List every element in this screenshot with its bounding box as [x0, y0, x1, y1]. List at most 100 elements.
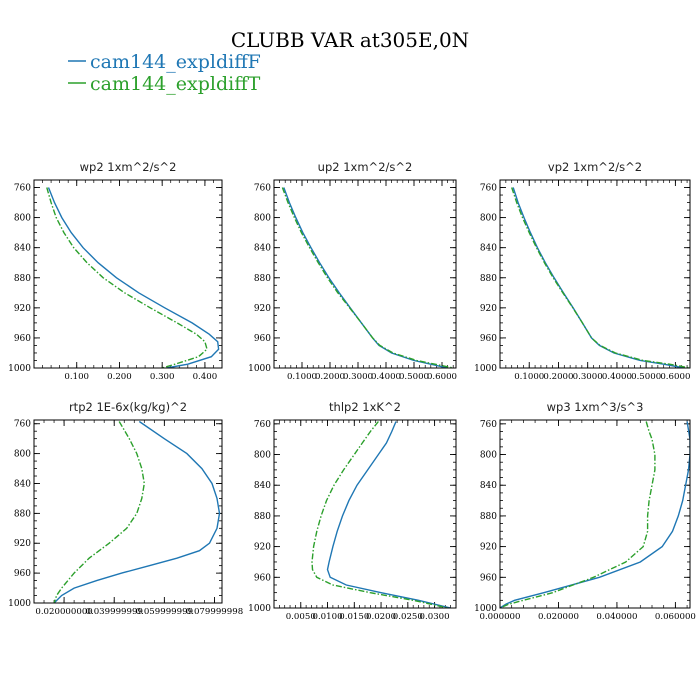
panel-title-rtp2: rtp2 1E-6x(kg/kg)^2	[69, 400, 187, 414]
panel-frame-vp2	[499, 179, 691, 369]
y-tick-label: 1000	[8, 599, 31, 609]
panel-title-wp2: wp2 1xm^2/s^2	[80, 160, 177, 174]
y-tick-label: 800	[480, 214, 497, 224]
y-tick-label: 920	[480, 543, 497, 553]
series-line-up2-expldiffF	[283, 187, 448, 368]
series-line-rtp2-expldiffT	[53, 421, 146, 603]
series-line-wp2-expldiffT	[46, 187, 208, 368]
panel-up2: up2 1xm^2/s^2 760 800 840 880 920 960 1000 0.100…	[248, 160, 457, 382]
y-tick-label: 760	[254, 184, 271, 194]
y-tick-label: 840	[480, 481, 497, 491]
y-tick-label: 840	[14, 479, 31, 489]
y-tick-label: 920	[480, 304, 497, 314]
panel-frame-wp3	[499, 419, 691, 609]
panel-title-up2: up2 1xm^2/s^2	[318, 160, 413, 174]
y-tick-label: 800	[480, 451, 497, 461]
y-tick-label: 960	[254, 334, 271, 344]
x-tick-label: 0.2000	[543, 372, 573, 382]
y-tick-label: 1000	[474, 364, 497, 374]
y-tick-label: 920	[254, 304, 271, 314]
y-tick-label: 840	[480, 244, 497, 254]
panel-vp2: vp2 1xm^2/s^2 760 800 840 880 920 960 1000 0.100…	[474, 160, 691, 382]
x-tick-label: 0.000000	[479, 612, 520, 622]
y-tick-label: 880	[254, 512, 271, 522]
x-tick-label: 0.060000	[655, 612, 696, 622]
y-tick-label: 880	[14, 274, 31, 284]
series-line-vp2-expldiffF	[512, 187, 685, 368]
y-tick-label: 800	[254, 214, 271, 224]
y-tick-label: 840	[254, 244, 271, 254]
x-tick-label: 0.0200	[366, 612, 396, 622]
x-tick-label: 0.3000	[573, 372, 603, 382]
x-tick-label: 0.3000	[343, 372, 373, 382]
y-tick-label: 920	[14, 539, 31, 549]
series-line-wp2-expldiffF	[47, 187, 220, 368]
y-tick-label: 960	[254, 573, 271, 583]
x-tick-label: 0.1000	[287, 372, 317, 382]
panel-wp2: wp2 1xm^2/s^2 760 800 840 880 920 960 1000 0.100…	[8, 160, 223, 382]
panel-title-vp2: vp2 1xm^2/s^2	[548, 160, 642, 174]
panel-frame-wp2	[33, 179, 223, 369]
y-tick-label: 800	[14, 214, 31, 224]
y-tick-label: 960	[14, 569, 31, 579]
y-tick-label: 880	[254, 274, 271, 284]
x-tick-label: 0.0300	[420, 612, 450, 622]
y-tick-label: 840	[14, 244, 31, 254]
y-tick-label: 800	[14, 450, 31, 460]
y-tick-label: 960	[480, 573, 497, 583]
x-tick-label: 0.5000	[399, 372, 429, 382]
x-tick-label: 0.020000000	[35, 607, 92, 617]
y-tick-label: 960	[480, 334, 497, 344]
panel-thlp2: thlp2 1xK^276080084088092096010000.00500…	[248, 400, 457, 622]
y-tick-label: 760	[14, 420, 31, 430]
x-tick-label: 0.0100	[312, 612, 342, 622]
legend: cam144_expldiffF cam144_expldiffT	[68, 51, 261, 95]
y-tick-label: 960	[14, 334, 31, 344]
x-tick-label: 0.300	[150, 372, 175, 382]
y-tick-label: 760	[14, 184, 31, 194]
series-line-up2-expldiffT	[281, 187, 454, 368]
x-tick-label: 0.1000	[514, 372, 544, 382]
x-tick-label: 0.0150	[339, 612, 369, 622]
y-tick-label: 760	[480, 184, 497, 194]
x-tick-label: 0.0250	[393, 612, 423, 622]
y-tick-label: 1000	[248, 364, 271, 374]
y-tick-label: 1000	[8, 364, 31, 374]
panel-title-wp3: wp3 1xm^3/s^3	[547, 400, 644, 414]
y-tick-label: 880	[480, 274, 497, 284]
panel-wp3: wp3 1xm^3/s^3 760 800 840 880 920 960 10000.000…	[474, 400, 696, 622]
series-line-vp2-expldiffT	[511, 187, 690, 368]
legend-label-expldiffF: cam144_expldiffF	[90, 51, 261, 73]
x-tick-label: 0.200	[107, 372, 132, 382]
x-tick-label: 0.079999998	[186, 607, 243, 617]
series-line-wp3-expldiffT	[500, 421, 656, 608]
panel-rtp2: rtp2 1E-6x(kg/kg)^2 760 800 840 880 920 960 100…	[8, 400, 243, 617]
x-tick-label: 0.039999999	[86, 607, 143, 617]
panel-frame-thlp2	[273, 419, 457, 609]
x-tick-label: 0.040000	[596, 612, 637, 622]
y-tick-label: 1000	[474, 604, 497, 614]
subplot-grid: wp2 1xm^2/s^2 760 800 840 880 920 960 1000 0.100…	[8, 160, 696, 622]
figure-title: CLUBB VAR at305E,0N	[231, 28, 469, 52]
x-tick-label: 0.020000	[538, 612, 579, 622]
x-tick-label: 0.2000	[315, 372, 345, 382]
x-tick-label: 0.5000	[631, 372, 661, 382]
x-tick-label: 0.4000	[371, 372, 401, 382]
x-tick-label: 0.4000	[602, 372, 632, 382]
panel-title-thlp2: thlp2 1xK^2	[329, 400, 401, 414]
legend-label-expldiffT: cam144_expldiffT	[90, 73, 261, 95]
y-tick-label: 800	[254, 451, 271, 461]
y-tick-label: 1000	[248, 604, 271, 614]
y-tick-label: 920	[14, 304, 31, 314]
panel-frame-up2	[273, 179, 457, 369]
series-line-thlp2-expldiffT	[311, 421, 449, 608]
y-tick-label: 920	[254, 543, 271, 553]
x-tick-label: 0.400	[193, 372, 218, 382]
x-tick-label: 0.059999999	[136, 607, 193, 617]
x-tick-label: 0.6000	[427, 372, 457, 382]
y-tick-label: 880	[14, 509, 31, 519]
series-line-wp3-expldiffF	[500, 421, 690, 608]
y-tick-label: 840	[254, 481, 271, 491]
series-line-rtp2-expldiffF	[53, 420, 221, 603]
